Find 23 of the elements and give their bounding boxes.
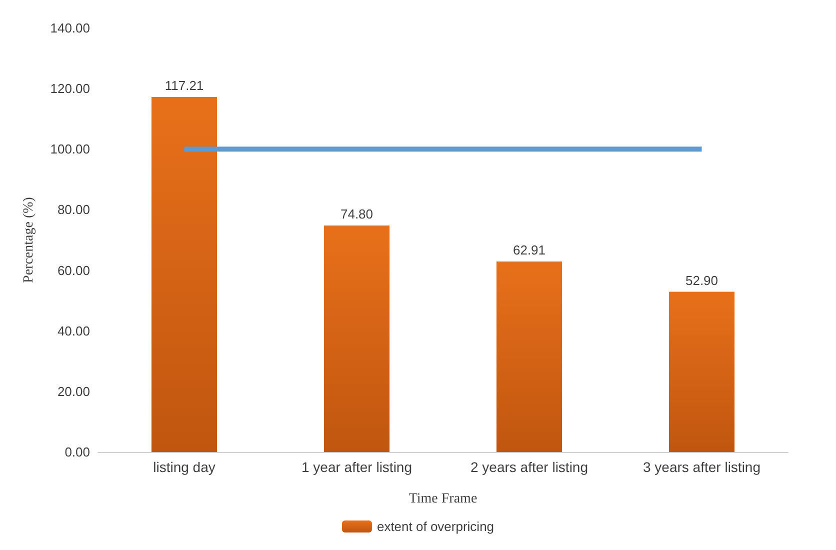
x-tick-label: 1 year after listing — [302, 459, 412, 475]
x-tick-label: listing day — [153, 459, 216, 475]
x-tick-label: 2 years after listing — [470, 459, 588, 475]
data-label: 62.91 — [512, 242, 546, 258]
data-label: 117.21 — [164, 78, 204, 94]
y-tick-label: 20.00 — [57, 384, 90, 399]
bar — [668, 292, 735, 452]
y-tick-label: 40.00 — [57, 323, 90, 338]
x-tick-label: 3 years after listing — [643, 459, 760, 475]
bar — [496, 261, 562, 452]
y-tick-label: 140.00 — [50, 20, 90, 36]
legend-label: extent of overpricing — [376, 519, 494, 534]
y-tick-label: 100.00 — [50, 142, 90, 157]
x-axis-title: Time Frame — [408, 492, 478, 506]
bar — [324, 225, 390, 452]
y-axis-title: Percentage (%) — [22, 196, 36, 283]
y-tick-label: 60.00 — [57, 262, 90, 278]
y-tick-label: 0.00 — [64, 444, 90, 460]
data-label: 74.80 — [340, 206, 374, 222]
y-tick-label: 120.00 — [50, 81, 90, 96]
bar — [151, 97, 218, 452]
y-tick-label: 80.00 — [57, 202, 90, 218]
data-label: 52.90 — [685, 272, 718, 288]
